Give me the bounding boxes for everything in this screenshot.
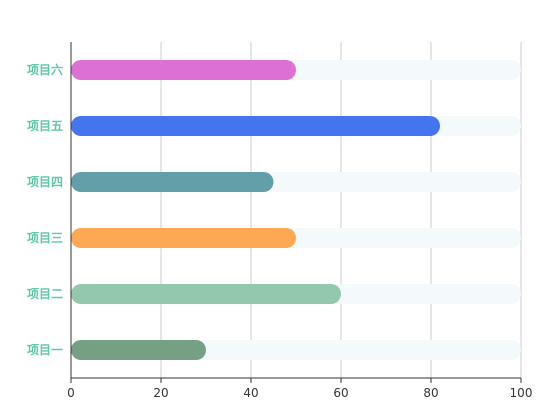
bars <box>71 60 440 360</box>
bar <box>71 228 296 248</box>
bar <box>71 172 274 192</box>
category-label: 项目六 <box>27 62 63 77</box>
x-tick-label: 0 <box>67 386 75 400</box>
bar <box>71 284 341 304</box>
category-label: 项目五 <box>27 119 63 133</box>
bar <box>71 60 296 80</box>
category-label: 项目二 <box>27 287 63 301</box>
x-tick-label: 40 <box>243 386 258 400</box>
category-labels: 项目一 项目二 项目三 项目四 项目五 项目六 <box>27 62 63 357</box>
category-label: 项目三 <box>27 231 63 245</box>
grid-lines <box>160 42 522 378</box>
x-tick-label: 80 <box>423 386 438 400</box>
x-axis: 0 20 40 60 80 100 <box>67 42 532 400</box>
x-tick-label: 20 <box>153 386 168 400</box>
bar <box>71 116 440 136</box>
category-label: 项目一 <box>27 343 63 357</box>
x-tick-label: 60 <box>333 386 348 400</box>
bar <box>71 340 206 360</box>
category-label: 项目四 <box>27 175 63 189</box>
x-tick-label: 100 <box>510 386 533 400</box>
bar-tracks <box>71 60 521 360</box>
